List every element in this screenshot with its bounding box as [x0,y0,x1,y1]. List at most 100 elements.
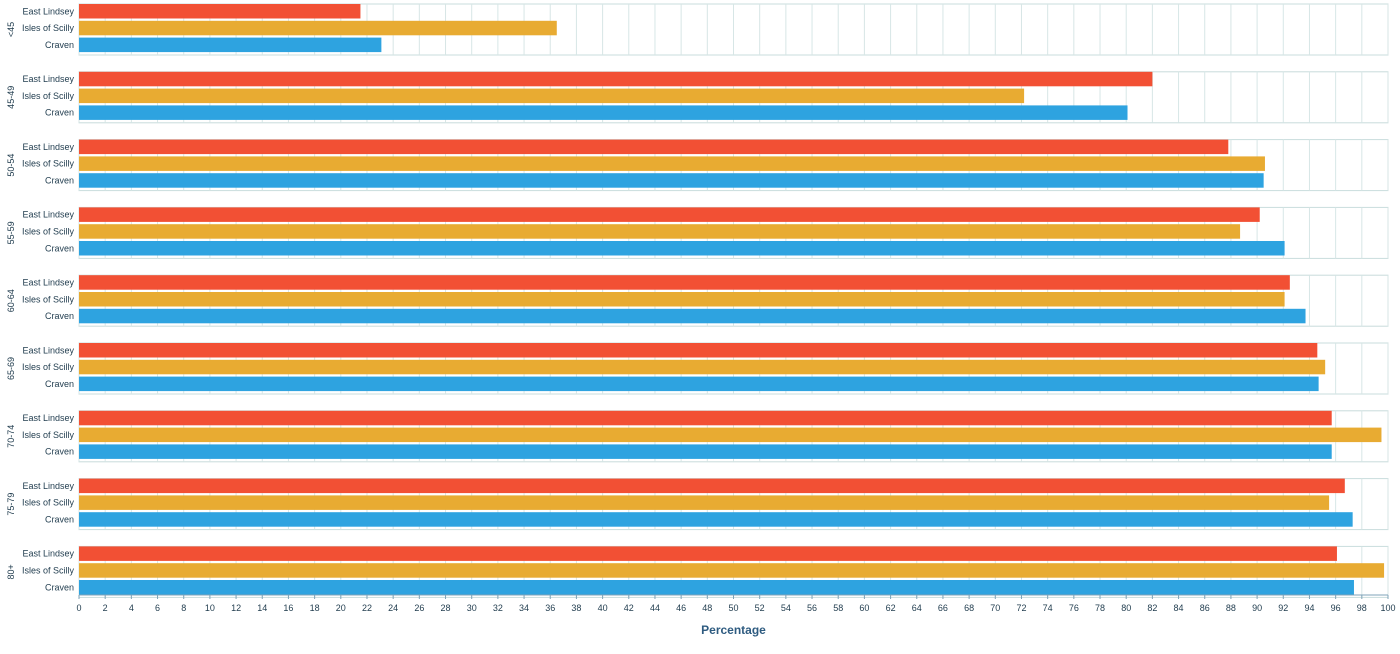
bar [79,37,382,53]
x-axis: 0 2 4 6 8 10 12 14 16 18 20 22 24 26 28 30 32 34 36 38 40 42 4… [76,594,1396,613]
x-tick-label: 86 [1200,603,1210,613]
bar [79,71,1153,87]
x-tick-label: 78 [1095,603,1105,613]
group-panel: East Lindsey Isles of Scilly Craven 75-79 [6,478,1389,531]
bar-label: Isles of Scilly [22,565,75,575]
group-panel: East Lindsey Isles of Scilly Craven 45-49 [6,71,1389,124]
group-label: 45-49 [6,86,16,109]
bar-label: East Lindsey [22,345,74,355]
x-tick-label: 92 [1278,603,1288,613]
bar [79,173,1264,188]
group-label: 80+ [6,564,16,579]
bar [79,563,1385,578]
bar-label: Craven [45,582,74,592]
bar [79,359,1326,375]
x-tick-label: 72 [1016,603,1026,613]
x-tick-label: 70 [990,603,1000,613]
bar-label: East Lindsey [22,74,74,84]
bar-label: East Lindsey [22,481,74,491]
x-tick-label: 94 [1304,603,1314,613]
x-tick-label: 10 [205,603,215,613]
x-tick-label: 66 [938,603,948,613]
group-label: 60-64 [6,289,16,312]
x-tick-label: 68 [964,603,974,613]
x-tick-label: 34 [519,603,529,613]
bar [79,139,1229,155]
group-label: 65-69 [6,357,16,380]
group-label: 70-74 [6,425,16,448]
bar [79,308,1306,324]
bar-label: Isles of Scilly [22,294,75,304]
bar [79,4,361,19]
x-tick-label: 98 [1357,603,1367,613]
bar [79,580,1354,595]
bar-label: Craven [45,379,74,389]
group-label: 55-59 [6,221,16,244]
bar-label: East Lindsey [22,277,74,287]
x-tick-label: 22 [362,603,372,613]
bar-label: Craven [45,40,74,50]
bar [79,427,1382,443]
bar-label: East Lindsey [22,6,74,16]
bar [79,207,1260,222]
x-tick-label: 44 [650,603,660,613]
x-tick-label: 20 [336,603,346,613]
bar [79,156,1265,171]
x-tick-label: 58 [833,603,843,613]
bar [79,275,1290,290]
x-tick-label: 24 [388,603,398,613]
bar-label: Isles of Scilly [22,23,75,33]
x-tick-label: 42 [624,603,634,613]
bar [79,410,1332,426]
bar-label: Isles of Scilly [22,498,75,508]
x-tick-label: 4 [129,603,134,613]
group-panel: East Lindsey Isles of Scilly Craven 80+ [6,545,1389,598]
x-tick-label: 16 [283,603,293,613]
x-tick-label: 38 [571,603,581,613]
bar [79,88,1025,104]
x-tick-label: 28 [441,603,451,613]
x-tick-label: 2 [103,603,108,613]
x-tick-label: 88 [1226,603,1236,613]
x-tick-label: 82 [1147,603,1157,613]
x-tick-label: 90 [1252,603,1262,613]
bar [79,444,1332,459]
group-label: 75-79 [6,493,16,516]
bar-label: Isles of Scilly [22,226,75,236]
bar [79,376,1319,392]
group-label: 50-54 [6,154,16,177]
bar [79,343,1318,358]
x-tick-label: 32 [493,603,503,613]
x-tick-label: 96 [1331,603,1341,613]
x-tick-label: 62 [886,603,896,613]
x-tick-label: 40 [598,603,608,613]
bar-label: Isles of Scilly [22,91,75,101]
x-tick-label: 60 [859,603,869,613]
bar-label: Isles of Scilly [22,430,75,440]
bar-label: East Lindsey [22,413,74,423]
x-axis-title: Percentage [701,623,766,637]
bar-label: Craven [45,243,74,253]
group-panel: East Lindsey Isles of Scilly Craven 55-59 [6,206,1389,259]
x-tick-label: 48 [702,603,712,613]
group-panel: East Lindsey Isles of Scilly Craven <45 [6,3,1389,56]
bar [79,224,1241,239]
group-panel: East Lindsey Isles of Scilly Craven 65-69 [6,342,1389,395]
x-tick-label: 12 [231,603,241,613]
bar-label: Craven [45,311,74,321]
x-tick-label: 76 [1069,603,1079,613]
group-label: <45 [6,22,16,37]
x-tick-label: 54 [781,603,791,613]
x-tick-label: 46 [676,603,686,613]
x-tick-label: 80 [1121,603,1131,613]
bar-label: Craven [45,514,74,524]
x-tick-label: 64 [912,603,922,613]
x-tick-label: 0 [76,603,81,613]
bar-label: Craven [45,108,74,118]
x-tick-label: 56 [807,603,817,613]
bar [79,495,1330,510]
x-tick-label: 14 [257,603,267,613]
bar [79,105,1128,120]
x-tick-label: 50 [728,603,738,613]
